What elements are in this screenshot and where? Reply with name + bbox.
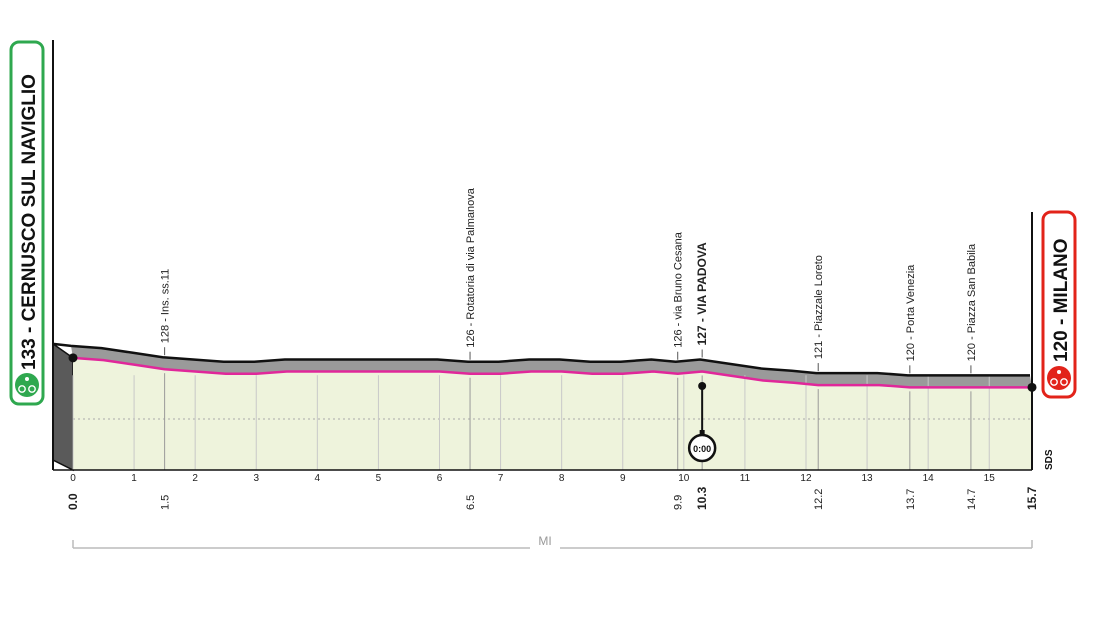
stopwatch-crown-icon: [699, 430, 705, 434]
poi-km-label: 10.3: [695, 486, 709, 510]
km-tick-label: 1: [131, 473, 137, 484]
points-of-interest: 128 - Ins. ss.11 126 - Rotatoria di via P…: [160, 187, 978, 463]
poi-label: 126 - Rotatoria di via Palmanova: [465, 187, 477, 347]
start-km-label: 0.0: [66, 493, 80, 510]
km-tick-label: 6: [437, 473, 443, 484]
start-marker: 133 - CERNUSCO SUL NAVIGLIO: [9, 40, 45, 406]
poi-km-label: 1.5: [160, 495, 172, 510]
km-tick-label: 13: [862, 473, 874, 484]
distance-bracket: MI: [72, 532, 1033, 552]
start-box: [9, 40, 45, 406]
poi-label: 121 - Piazzale Loreto: [813, 255, 825, 359]
start-rider-head-icon: [25, 377, 29, 381]
km-tick-label: 5: [376, 473, 382, 484]
poi-label: 120 - Porta Venezia: [905, 264, 917, 362]
poi-km-label: 6.5: [465, 495, 477, 510]
start-town-label: 133 - CERNUSCO SUL NAVIGLIO: [19, 74, 40, 370]
profile-left-face: [52, 342, 74, 472]
km-tick-label: 3: [253, 473, 259, 484]
km-tick-label: 4: [315, 473, 321, 484]
profile-top-band: [71, 345, 1032, 388]
start-dot: [68, 353, 78, 363]
profile-outline: [52, 342, 1030, 377]
finish-box: [1041, 210, 1077, 399]
finish-rider-head-icon: [1057, 370, 1061, 374]
finish-bike-wheel-icon: [1050, 378, 1058, 386]
route-line: [72, 356, 1032, 389]
distance-unit-label: MI: [538, 534, 551, 548]
poi-km-label: 14.7: [966, 489, 978, 510]
poi-label: 126 - via Bruno Cesana: [673, 231, 685, 347]
profile-fill-layer: [52, 342, 1032, 472]
finish-marker: 120 - MILANO: [1041, 210, 1077, 399]
poi-km-label: 13.7: [905, 489, 917, 510]
km-tick-label: 0: [70, 473, 76, 484]
km-axis: 0 1 2 3 4 5 6 7 8 9 10 11 12 13 14 150.0 15.71.5 6.5 9.9 10…: [53, 469, 1039, 510]
km-tick-label: 8: [559, 473, 565, 484]
km-tick-label: 12: [800, 473, 812, 484]
route-line-layer: [52, 342, 1037, 392]
start-bike-wheel-icon: [28, 385, 36, 393]
profile-plain-face: [73, 357, 1032, 470]
poi-km-label: 9.9: [673, 495, 685, 510]
finish-bike-wheel-icon: [1060, 378, 1068, 386]
time-check-label: 0:00: [693, 444, 711, 454]
km-tick-label: 15: [984, 473, 996, 484]
poi-km-label: 12.2: [813, 489, 825, 510]
km-tick-label: 10: [678, 473, 690, 484]
poi-label: 128 - Ins. ss.11: [160, 269, 172, 343]
start-bike-wheel-icon: [18, 385, 26, 393]
stopwatch-icon: [687, 433, 717, 463]
finish-km-label: 15.7: [1025, 486, 1039, 510]
finish-cyclist-icon: [1047, 366, 1071, 390]
poi-label: 127 - VIA PADOVA: [695, 242, 709, 345]
km-tick-label: 11: [740, 473, 751, 484]
start-cyclist-icon: [15, 373, 39, 397]
poi-label: 120 - Piazza San Babila: [966, 243, 978, 361]
km-tick-label: 9: [620, 473, 626, 484]
finish-town-label: 120 - MILANO: [1051, 238, 1072, 362]
km-tick-label: 7: [498, 473, 504, 484]
km-tick-label: 2: [192, 473, 198, 484]
sds-brand-label: SDS: [1044, 449, 1055, 470]
km-tick-label: 14: [923, 473, 935, 484]
